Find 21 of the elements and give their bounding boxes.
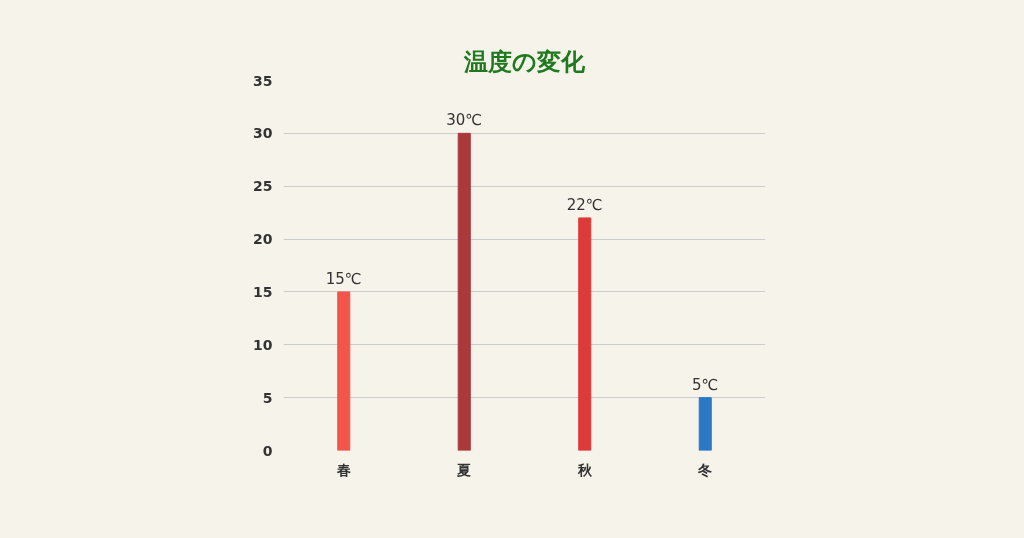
y-tick-label: 20 [253, 231, 273, 248]
x-tick-label: 春 [335, 461, 351, 478]
chart-title: 温度の変化 [463, 47, 586, 76]
y-tick-label: 0 [262, 442, 273, 459]
bar [457, 132, 471, 451]
x-tick-label: 夏 [456, 461, 472, 478]
y-tick-label: 10 [253, 336, 273, 353]
data-label: 5℃ [692, 375, 719, 394]
y-tick-label: 5 [262, 389, 273, 406]
data-label: 22℃ [566, 195, 603, 214]
y-tick-label: 35 [253, 72, 273, 89]
bar [698, 397, 712, 451]
data-label: 15℃ [325, 269, 362, 288]
data-label: 30℃ [446, 111, 483, 130]
y-tick-label: 15 [253, 283, 273, 300]
x-tick-label: 秋 [576, 461, 593, 478]
y-tick-label: 30 [253, 125, 273, 142]
y-tick-label: 25 [253, 178, 273, 195]
x-tick-label: 冬 [697, 461, 713, 478]
bar [578, 217, 592, 451]
bar [337, 291, 351, 451]
